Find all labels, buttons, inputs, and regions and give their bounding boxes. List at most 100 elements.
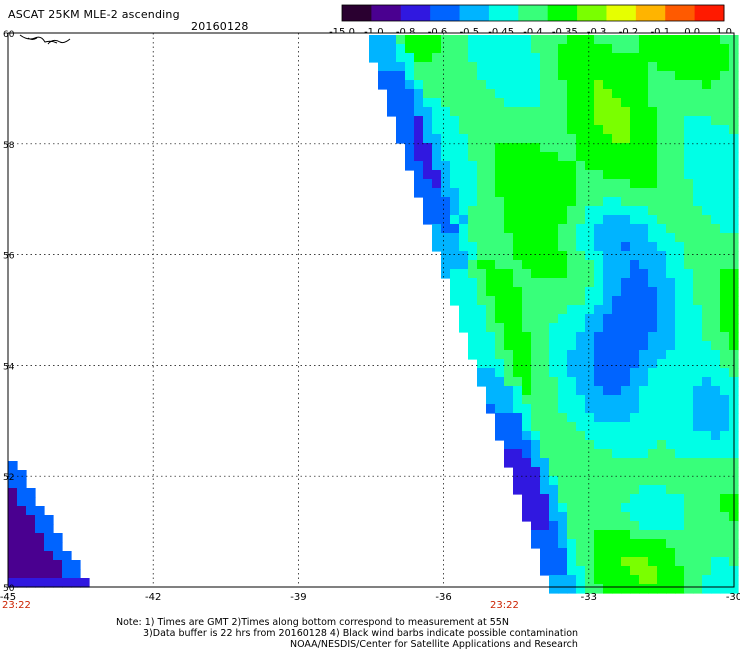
swath-cell xyxy=(26,524,36,534)
swath-cell xyxy=(639,296,649,306)
swath-cell xyxy=(675,278,685,288)
swath-cell xyxy=(594,260,604,270)
swath-cell xyxy=(531,80,541,90)
swath-cell xyxy=(531,305,541,315)
swath-cell xyxy=(468,314,478,324)
swath-cell xyxy=(603,269,613,279)
swath-cell xyxy=(684,467,694,477)
swath-cell xyxy=(612,584,622,594)
swath-cell xyxy=(684,476,694,486)
swath-cell xyxy=(459,206,469,216)
swath-cell xyxy=(486,44,496,54)
swath-cell xyxy=(603,143,613,153)
swath-cell xyxy=(657,287,667,297)
swath-cell xyxy=(531,341,541,351)
swath-cell xyxy=(666,53,676,63)
swath-cell xyxy=(495,350,505,360)
swath-cell xyxy=(495,422,505,432)
swath-cell xyxy=(459,224,469,234)
swath-cell xyxy=(594,404,604,414)
swath-cell xyxy=(558,422,568,432)
swath-cell xyxy=(648,125,658,135)
swath-cell xyxy=(558,287,568,297)
swath-cell xyxy=(657,575,667,585)
swath-cell xyxy=(612,260,622,270)
swath-cell xyxy=(495,368,505,378)
swath-cell xyxy=(531,386,541,396)
swath-cell xyxy=(549,116,559,126)
swath-cell xyxy=(486,386,496,396)
swath-cell xyxy=(720,152,730,162)
swath-cell xyxy=(657,269,667,279)
swath-cell xyxy=(558,170,568,180)
swath-cell xyxy=(603,98,613,108)
swath-cell xyxy=(639,260,649,270)
swath-cell xyxy=(666,413,676,423)
swath-cell xyxy=(684,116,694,126)
swath-cell xyxy=(522,161,532,171)
swath-cell xyxy=(531,125,541,135)
swath-cell xyxy=(567,557,577,567)
scale-swatch xyxy=(430,5,461,21)
swath-cell xyxy=(576,107,586,117)
swath-cell xyxy=(531,170,541,180)
swath-cell xyxy=(711,539,721,549)
swath-cell xyxy=(585,332,595,342)
swath-cell xyxy=(414,134,424,144)
swath-cell xyxy=(585,161,595,171)
swath-cell xyxy=(495,206,505,216)
swath-cell xyxy=(585,188,595,198)
swath-cell xyxy=(414,62,424,72)
swath-cell xyxy=(603,350,613,360)
swath-cell xyxy=(540,107,550,117)
swath-cell xyxy=(612,377,622,387)
swath-cell xyxy=(630,566,640,576)
swath-cell xyxy=(35,542,45,552)
swath-cell xyxy=(702,98,712,108)
swath-cell xyxy=(648,422,658,432)
swath-cell xyxy=(657,530,667,540)
swath-cell xyxy=(513,242,523,252)
swath-cell xyxy=(639,467,649,477)
swath-cell xyxy=(594,206,604,216)
swath-cell xyxy=(621,251,631,261)
swath-cell xyxy=(684,575,694,585)
swath-cell xyxy=(612,395,622,405)
swath-cell xyxy=(621,179,631,189)
swath-cell xyxy=(603,35,613,45)
swath-cell xyxy=(648,458,658,468)
swath-cell xyxy=(621,404,631,414)
swath-cell xyxy=(513,224,523,234)
swath-cell xyxy=(504,341,514,351)
swath-cell xyxy=(459,323,469,333)
swath-cell xyxy=(549,557,559,567)
swath-cell xyxy=(639,413,649,423)
swath-cell xyxy=(603,170,613,180)
swath-cell xyxy=(621,233,631,243)
swath-cell xyxy=(621,548,631,558)
swath-cell xyxy=(531,188,541,198)
swath-cell xyxy=(26,497,36,507)
swath-cell xyxy=(414,80,424,90)
swath-cell xyxy=(684,161,694,171)
swath-cell xyxy=(8,524,18,534)
swath-cell xyxy=(594,170,604,180)
swath-cell xyxy=(612,404,622,414)
swath-cell xyxy=(567,269,577,279)
swath-cell xyxy=(603,134,613,144)
scale-swatch xyxy=(342,5,372,21)
swath-cell xyxy=(630,206,640,216)
swath-cell xyxy=(531,260,541,270)
swath-cell xyxy=(684,566,694,576)
swath-cell xyxy=(657,485,667,495)
swath-cell xyxy=(639,314,649,324)
swath-cell xyxy=(711,404,721,414)
swath-cell xyxy=(711,134,721,144)
swath-cell xyxy=(522,269,532,279)
swath-cell xyxy=(612,278,622,288)
swath-cell xyxy=(522,62,532,72)
swath-cell xyxy=(522,242,532,252)
swath-cell xyxy=(486,152,496,162)
swath-cell xyxy=(630,341,640,351)
swath-cell xyxy=(612,107,622,117)
